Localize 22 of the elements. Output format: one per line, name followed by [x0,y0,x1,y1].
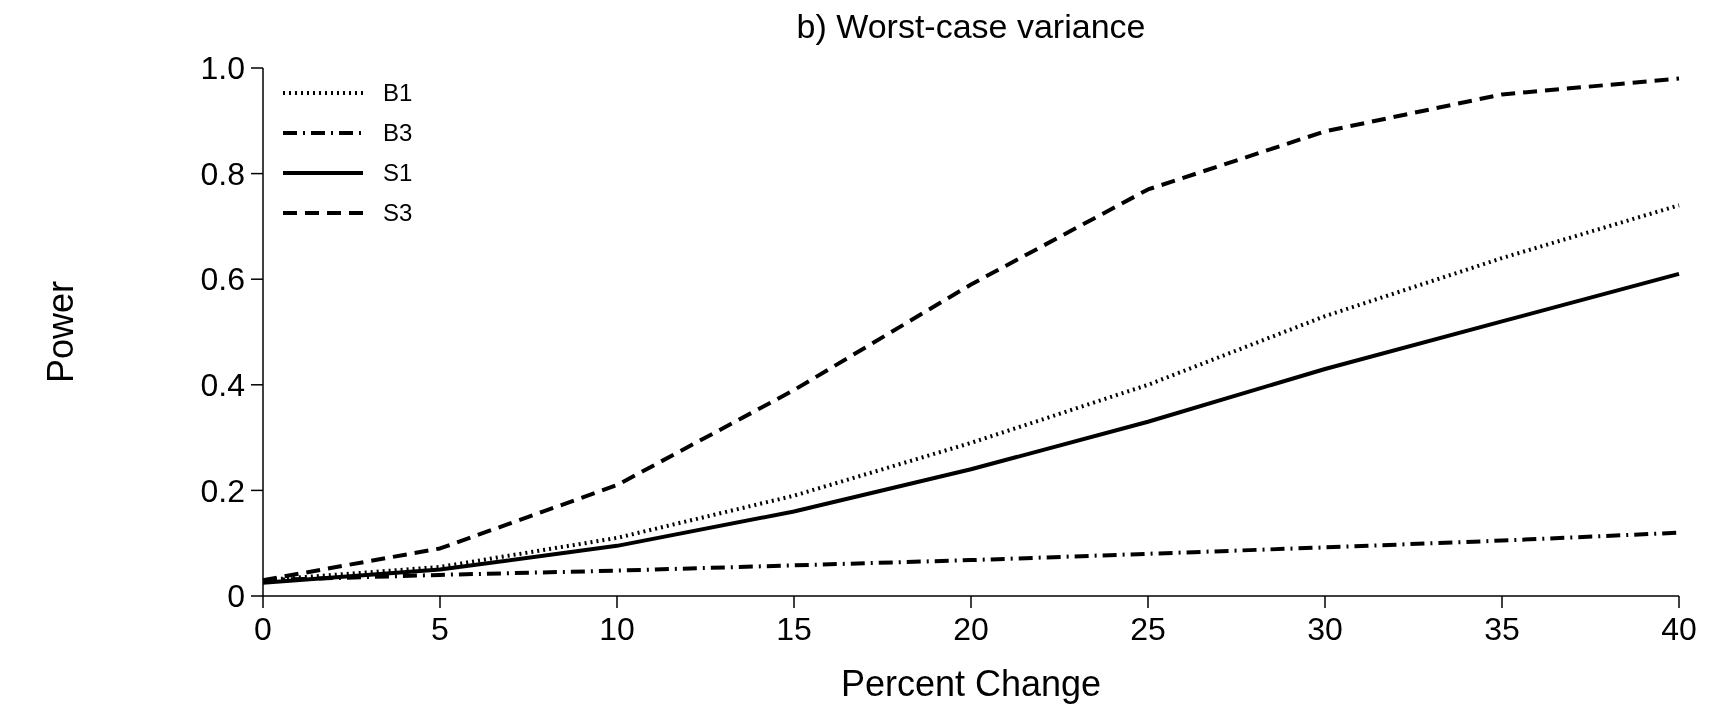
y-tick-label: 0.4 [200,367,245,403]
x-tick-label: 40 [1661,611,1697,647]
x-tick-label: 0 [254,611,272,647]
y-tick-label: 0.6 [200,261,245,298]
y-tick-label: 1.0 [200,50,245,87]
y-axis-title: Power [40,280,81,384]
legend-label: S3 [383,199,413,227]
y-tick-label: 0.8 [200,155,245,192]
y-tick-label: 0 [227,578,245,615]
y-tick-label: 0.2 [200,472,245,509]
x-tick-label: 15 [776,611,812,647]
legend-label: S1 [383,159,413,187]
x-tick-label: 35 [1484,611,1520,647]
legend-label: B3 [383,119,413,147]
x-tick-label: 20 [953,611,989,647]
x-tick-label: 5 [431,611,449,647]
chart-title: b) Worst-case variance [796,7,1146,45]
x-axis-title: Percent Change [840,663,1102,704]
x-tick-label: 30 [1307,611,1343,647]
legend-label: B1 [383,79,413,107]
x-tick-label: 10 [599,611,635,647]
x-tick-label: 25 [1130,611,1166,647]
